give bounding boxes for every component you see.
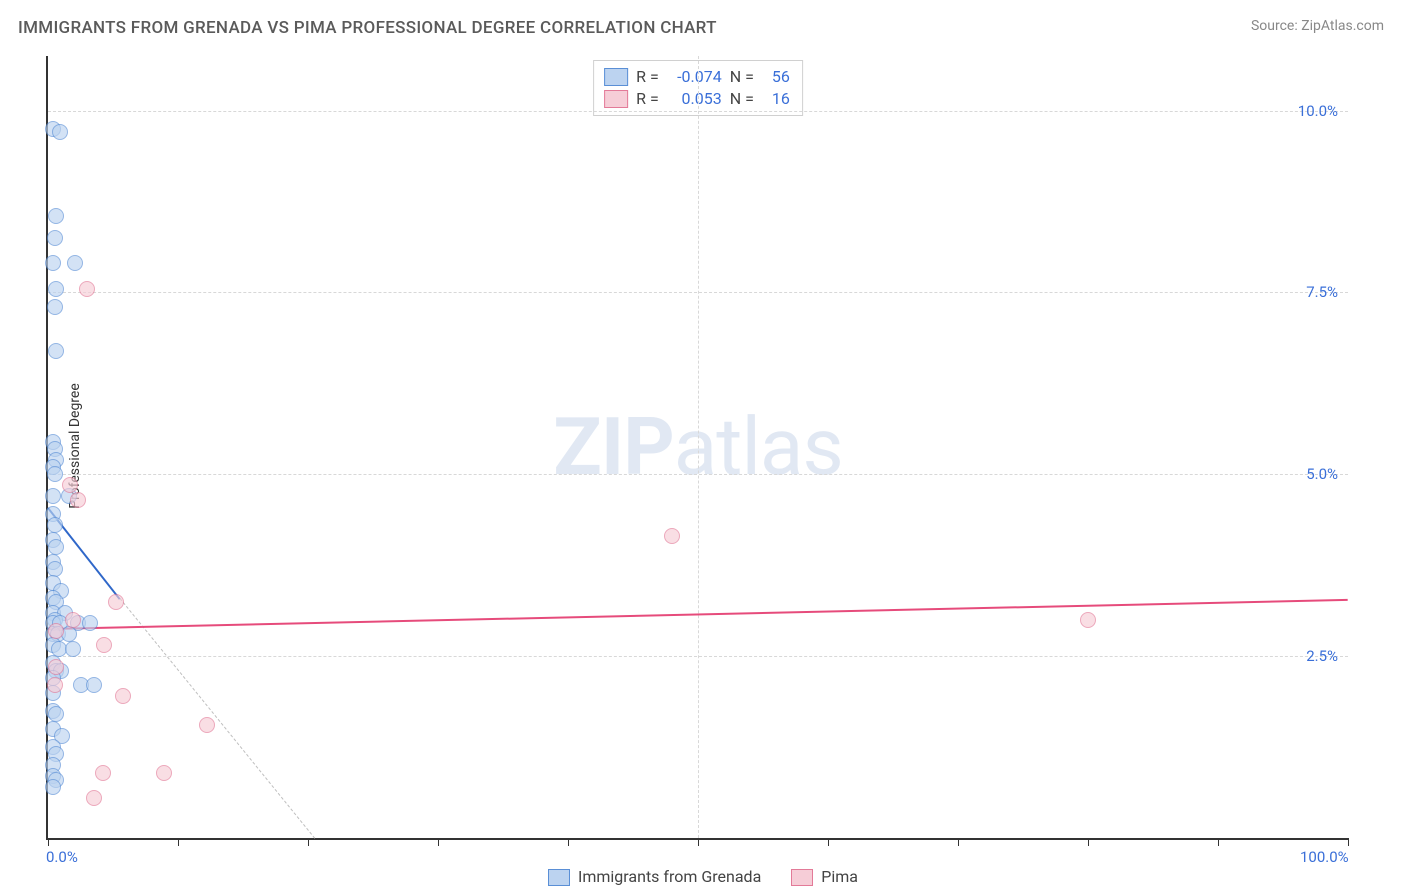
data-point xyxy=(95,765,111,781)
y-tick-label: 2.5% xyxy=(1306,647,1338,665)
data-point xyxy=(45,488,61,504)
data-point xyxy=(62,477,78,493)
x-tick xyxy=(698,838,699,846)
plot-area: ZIPatlas R = -0.074 N = 56 R = 0.053 N =… xyxy=(46,56,1348,840)
data-point xyxy=(48,706,64,722)
legend-row-grenada: R = -0.074 N = 56 xyxy=(604,66,790,88)
trend-extension xyxy=(119,598,315,839)
x-tick xyxy=(1218,838,1219,846)
x-tick xyxy=(828,838,829,846)
data-point xyxy=(70,492,86,508)
x-tick xyxy=(1348,838,1349,846)
data-point xyxy=(79,281,95,297)
data-point xyxy=(48,281,64,297)
chart-container: IMMIGRANTS FROM GRENADA VS PIMA PROFESSI… xyxy=(0,0,1406,892)
data-point xyxy=(82,615,98,631)
data-point xyxy=(156,765,172,781)
x-tick xyxy=(178,838,179,846)
legend-item-pima: Pima xyxy=(791,867,858,886)
data-point xyxy=(1080,612,1096,628)
y-tick-label: 5.0% xyxy=(1306,465,1338,483)
series-legend: Immigrants from Grenada Pima xyxy=(548,867,858,886)
data-point xyxy=(664,528,680,544)
data-point xyxy=(47,561,63,577)
data-point xyxy=(48,343,64,359)
data-point xyxy=(45,255,61,271)
data-point xyxy=(45,779,61,795)
swatch-grenada xyxy=(604,68,628,86)
x-tick-label: 100.0% xyxy=(1300,848,1349,866)
data-point xyxy=(48,208,64,224)
x-tick xyxy=(438,838,439,846)
source-attribution: Source: ZipAtlas.com xyxy=(1251,18,1384,34)
data-point xyxy=(86,677,102,693)
data-point xyxy=(86,790,102,806)
legend-row-pima: R = 0.053 N = 16 xyxy=(604,88,790,110)
data-point xyxy=(65,641,81,657)
data-point xyxy=(47,230,63,246)
x-tick xyxy=(1088,838,1089,846)
x-tick-label: 0.0% xyxy=(46,848,78,866)
data-point xyxy=(52,124,68,140)
data-point xyxy=(47,517,63,533)
data-point xyxy=(47,677,63,693)
x-tick xyxy=(48,838,49,846)
data-point xyxy=(47,466,63,482)
swatch-pima-icon xyxy=(791,869,813,886)
x-tick xyxy=(958,838,959,846)
data-point xyxy=(67,255,83,271)
data-point xyxy=(199,717,215,733)
legend-item-grenada: Immigrants from Grenada xyxy=(548,867,761,886)
x-tick xyxy=(308,838,309,846)
data-point xyxy=(115,688,131,704)
y-tick-label: 7.5% xyxy=(1306,283,1338,301)
swatch-pima xyxy=(604,90,628,108)
data-point xyxy=(48,539,64,555)
data-point xyxy=(96,637,112,653)
chart-title: IMMIGRANTS FROM GRENADA VS PIMA PROFESSI… xyxy=(18,18,717,38)
data-point xyxy=(47,299,63,315)
data-point xyxy=(108,594,124,610)
data-point xyxy=(65,612,81,628)
x-tick xyxy=(568,838,569,846)
data-point xyxy=(48,659,64,675)
data-point xyxy=(48,623,64,639)
swatch-grenada-icon xyxy=(548,869,570,886)
y-tick-label: 10.0% xyxy=(1298,102,1338,120)
vgridline xyxy=(698,56,699,838)
